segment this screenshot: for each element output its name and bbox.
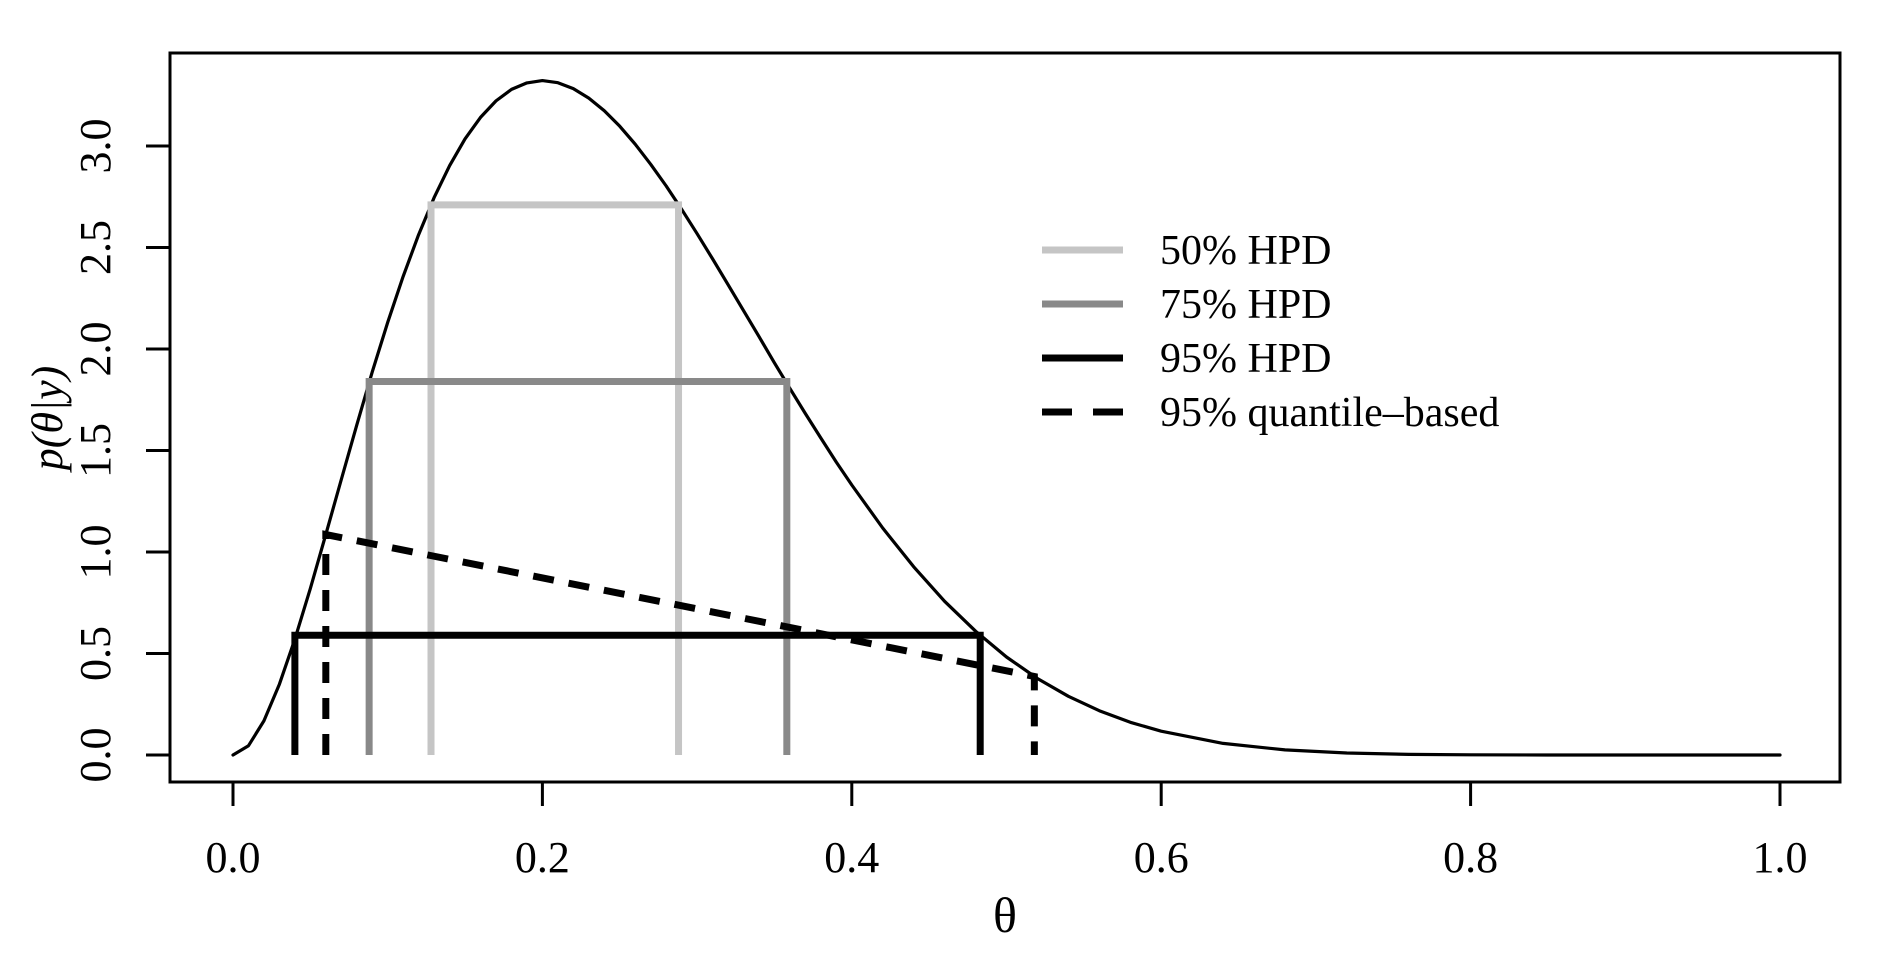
x-axis-ticks <box>231 782 1782 806</box>
legend-entry-label: 50% HPD <box>1160 228 1332 274</box>
x-tick-label: 0.4 <box>824 833 879 882</box>
y-axis-title: p(θ|y) <box>23 366 72 474</box>
y-tick-label: 0.0 <box>71 728 120 783</box>
interval-95-hpd <box>291 631 984 755</box>
interval-75-hpd <box>365 377 791 755</box>
x-tick-label: 0.8 <box>1443 833 1498 882</box>
x-tick-label: 0.6 <box>1134 833 1189 882</box>
y-axis-tick-labels: 0.0 0.5 1.0 1.5 2.0 2.5 3.0 <box>71 119 120 783</box>
legend-entry-label: 75% HPD <box>1160 282 1332 328</box>
y-tick-label: 0.5 <box>71 626 120 681</box>
legend-entry-label: 95% quantile–based <box>1160 390 1499 436</box>
x-axis-title: θ <box>993 887 1017 943</box>
x-axis-tick-labels: 0.0 0.2 0.4 0.6 0.8 1.0 <box>206 833 1808 882</box>
y-tick-label: 1.5 <box>71 423 120 478</box>
y-tick-label: 2.0 <box>71 322 120 377</box>
interval-lines <box>291 201 1038 755</box>
interval-50-hpd <box>427 201 683 755</box>
plot-area <box>168 51 1842 784</box>
x-tick-label: 0.2 <box>515 833 570 882</box>
y-axis-ticks <box>146 144 170 757</box>
x-tick-label: 1.0 <box>1753 833 1808 882</box>
y-tick-label: 1.0 <box>71 525 120 580</box>
interval-95-quantile-based <box>322 530 1038 755</box>
y-tick-label: 3.0 <box>71 119 120 174</box>
legend-entry-label: 95% HPD <box>1160 336 1332 382</box>
y-tick-label: 2.5 <box>71 220 120 275</box>
density-curve <box>231 78 1782 757</box>
legend: 50% HPD 75% HPD 95% HPD 95% quantile–based <box>1042 228 1499 436</box>
x-tick-label: 0.0 <box>206 833 261 882</box>
